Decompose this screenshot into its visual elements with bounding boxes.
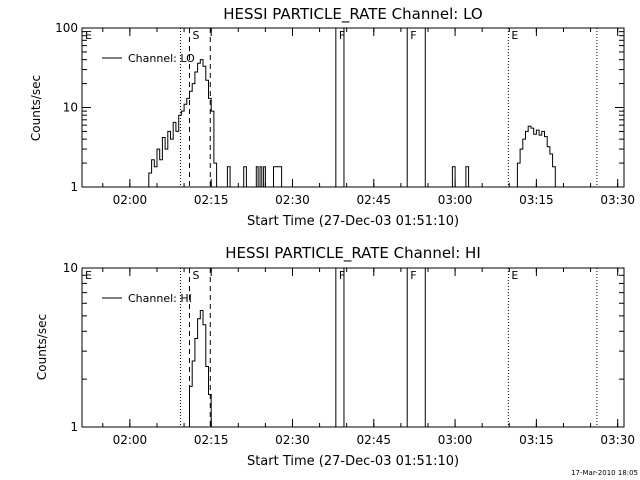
event-marker-label: F [339, 269, 345, 282]
x-tick-label: 03:30 [600, 433, 635, 447]
x-tick-label: 03:00 [438, 433, 473, 447]
y-tick-label: 10 [63, 261, 78, 275]
lo-y-axis-label: Counts/sec [29, 75, 43, 141]
x-tick-label: 03:00 [438, 193, 473, 207]
x-tick-label: 02:15 [194, 193, 229, 207]
event-marker-label: S [192, 29, 199, 42]
event-marker-label: E [511, 29, 518, 42]
x-tick-label: 02:30 [275, 193, 310, 207]
event-marker-label: E [511, 269, 518, 282]
hi-legend-label: Channel: HI [128, 292, 192, 305]
event-marker-label: S [192, 269, 199, 282]
x-tick-label: 03:15 [519, 193, 554, 207]
x-tick-label: 02:45 [356, 193, 391, 207]
y-tick-label: 1 [70, 420, 78, 434]
event-marker-label: F [410, 269, 416, 282]
hi-channel-panel: HESSI PARTICLE_RATE Channel: HI Start Ti… [35, 244, 635, 469]
y-tick-label: 1 [70, 180, 78, 194]
lo-chart-title: HESSI PARTICLE_RATE Channel: LO [223, 5, 482, 24]
data-series-line [186, 310, 212, 428]
event-marker-label: E [85, 29, 92, 42]
hi-chart-title: HESSI PARTICLE_RATE Channel: HI [225, 244, 481, 263]
hi-y-axis-label: Counts/sec [35, 314, 49, 380]
lo-channel-panel: HESSI PARTICLE_RATE Channel: LO Start Ti… [29, 5, 635, 229]
x-tick-label: 03:30 [600, 193, 635, 207]
y-tick-label: 10 [63, 101, 78, 115]
x-tick-label: 02:00 [113, 193, 148, 207]
data-series-line [146, 59, 556, 188]
hi-x-axis-label: Start Time (27-Dec-03 01:51:10) [247, 454, 459, 469]
x-tick-label: 03:15 [519, 433, 554, 447]
x-tick-label: 02:45 [356, 433, 391, 447]
x-tick-label: 02:30 [275, 433, 310, 447]
event-marker-label: E [85, 269, 92, 282]
event-marker-label: F [410, 29, 416, 42]
plot-timestamp: 17-Mar-2010 18:05 [571, 469, 638, 477]
y-tick-label: 100 [55, 21, 78, 35]
lo-x-axis-label: Start Time (27-Dec-03 01:51:10) [247, 214, 459, 229]
x-tick-label: 02:15 [194, 433, 229, 447]
x-tick-label: 02:00 [113, 433, 148, 447]
event-marker-label: F [339, 29, 345, 42]
lo-legend-label: Channel: LO [128, 52, 195, 65]
plot-frame [81, 267, 625, 428]
